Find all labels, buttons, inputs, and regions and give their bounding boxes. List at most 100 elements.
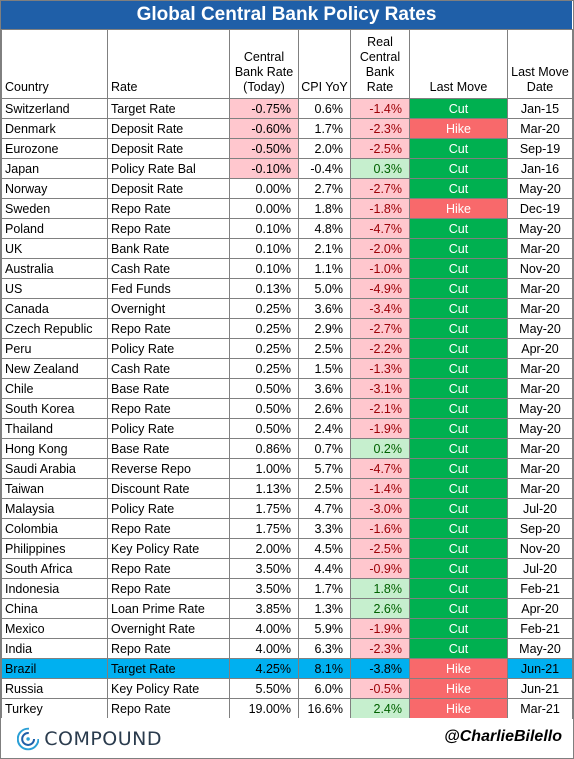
table-row: Philippines Key Policy Rate 2.00% 4.5% -2.5%… [1,538,573,559]
cell-last-move: Cut [409,238,508,259]
table-row: Canada Overnight 0.25% 3.6% -3.4% Cut Mar-20 [1,298,573,319]
cell-cpi: 1.5% [298,358,351,379]
table-row: Japan Policy Rate Bal -0.10% -0.4% 0.3% Cut Ja… [1,158,573,179]
table-row: Poland Repo Rate 0.10% 4.8% -4.7% Cut May-20 [1,218,573,239]
cell-cpi: 4.8% [298,218,351,239]
cell-rate-type: Policy Rate [107,498,230,519]
cell-real-rate: 2.6% [350,598,410,619]
cell-last-move-date: May-20 [507,318,573,339]
cell-rate-type: Loan Prime Rate [107,598,230,619]
table-row: Mexico Overnight Rate 4.00% 5.9% -1.9% Cut Feb… [1,618,573,639]
cell-real-rate: -2.1% [350,398,410,419]
cell-country: Canada [1,298,108,319]
cell-policy-rate: 3.50% [229,558,299,579]
cell-last-move: Cut [409,498,508,519]
cell-real-rate: -0.5% [350,678,410,699]
cell-real-rate: 2.4% [350,698,410,719]
cell-real-rate: -4.9% [350,278,410,299]
cell-last-move: Cut [409,638,508,659]
cell-cpi: 1.7% [298,578,351,599]
cell-policy-rate: 0.00% [229,198,299,219]
cell-real-rate: -0.9% [350,558,410,579]
cell-country: Thailand [1,418,108,439]
cell-last-move-date: Jul-20 [507,498,573,519]
table-row: Malaysia Policy Rate 1.75% 4.7% -3.0% Cut Jul-… [1,498,573,519]
cell-policy-rate: 1.13% [229,478,299,499]
cell-country: UK [1,238,108,259]
table-row: Australia Cash Rate 0.10% 1.1% -1.0% Cut Nov-2… [1,258,573,279]
cell-last-move: Cut [409,338,508,359]
cell-rate-type: Deposit Rate [107,118,230,139]
cell-rate-type: Repo Rate [107,198,230,219]
cell-last-move: Cut [409,558,508,579]
cell-country: Australia [1,258,108,279]
cell-real-rate: -3.0% [350,498,410,519]
cell-policy-rate: 3.50% [229,578,299,599]
cell-rate-type: Overnight Rate [107,618,230,639]
compound-logo-text: COMPOUND [44,728,162,750]
cell-rate-type: Fed Funds [107,278,230,299]
cell-last-move-date: Jul-20 [507,558,573,579]
cell-last-move-date: May-20 [507,398,573,419]
cell-country: Czech Republic [1,318,108,339]
table-row: China Loan Prime Rate 3.85% 1.3% 2.6% Cut Apr-… [1,598,573,619]
cell-last-move-date: Nov-20 [507,538,573,559]
cell-last-move-date: Sep-20 [507,518,573,539]
cell-country: Poland [1,218,108,239]
cell-country: Colombia [1,518,108,539]
cell-policy-rate: 0.10% [229,238,299,259]
cell-real-rate: -2.2% [350,338,410,359]
cell-last-move-date: Mar-20 [507,118,573,139]
table-row: Denmark Deposit Rate -0.60% 1.7% -2.3% Hike Ma… [1,118,573,139]
cell-real-rate: -4.7% [350,218,410,239]
cell-country: Mexico [1,618,108,639]
cell-country: Brazil [1,658,108,679]
cell-policy-rate: 0.00% [229,178,299,199]
cell-country: Sweden [1,198,108,219]
cell-cpi: 5.0% [298,278,351,299]
cell-policy-rate: 4.25% [229,658,299,679]
cell-rate-type: Repo Rate [107,218,230,239]
cell-cpi: 8.1% [298,658,351,679]
cell-last-move: Cut [409,478,508,499]
cell-rate-type: Repo Rate [107,398,230,419]
header-policy-rate: Central Bank Rate (Today) [229,29,299,99]
table-row: South Korea Repo Rate 0.50% 2.6% -2.1% Cut May… [1,398,573,419]
cell-real-rate: -3.4% [350,298,410,319]
compound-logo-icon [17,727,40,751]
cell-cpi: 5.9% [298,618,351,639]
cell-policy-rate: 0.10% [229,258,299,279]
cell-rate-type: Deposit Rate [107,138,230,159]
cell-policy-rate: 0.50% [229,398,299,419]
compound-logo: COMPOUND [17,725,162,753]
cell-country: South Africa [1,558,108,579]
cell-last-move-date: Dec-19 [507,198,573,219]
cell-rate-type: Overnight [107,298,230,319]
cell-rate-type: Repo Rate [107,698,230,719]
cell-last-move-date: Sep-19 [507,138,573,159]
cell-cpi: -0.4% [298,158,351,179]
cell-last-move-date: Mar-20 [507,438,573,459]
cell-policy-rate: 0.25% [229,298,299,319]
cell-last-move: Cut [409,278,508,299]
cell-last-move-date: Apr-20 [507,338,573,359]
cell-real-rate: -3.1% [350,378,410,399]
cell-real-rate: 0.3% [350,158,410,179]
header-cpi: CPI YoY [298,29,351,99]
cell-policy-rate: 5.50% [229,678,299,699]
cell-policy-rate: 1.00% [229,458,299,479]
cell-last-move-date: Jan-15 [507,98,573,119]
cell-cpi: 4.4% [298,558,351,579]
header-real-rate: Real Central Bank Rate [350,29,410,99]
cell-last-move: Cut [409,258,508,279]
cell-real-rate: -1.3% [350,358,410,379]
cell-real-rate: -2.3% [350,118,410,139]
cell-real-rate: -1.4% [350,98,410,119]
cell-last-move: Cut [409,98,508,119]
cell-cpi: 1.8% [298,198,351,219]
table-row: Norway Deposit Rate 0.00% 2.7% -2.7% Cut May-2… [1,178,573,199]
cell-last-move-date: Mar-20 [507,458,573,479]
cell-last-move: Cut [409,358,508,379]
cell-cpi: 1.7% [298,118,351,139]
cell-real-rate: -2.3% [350,638,410,659]
